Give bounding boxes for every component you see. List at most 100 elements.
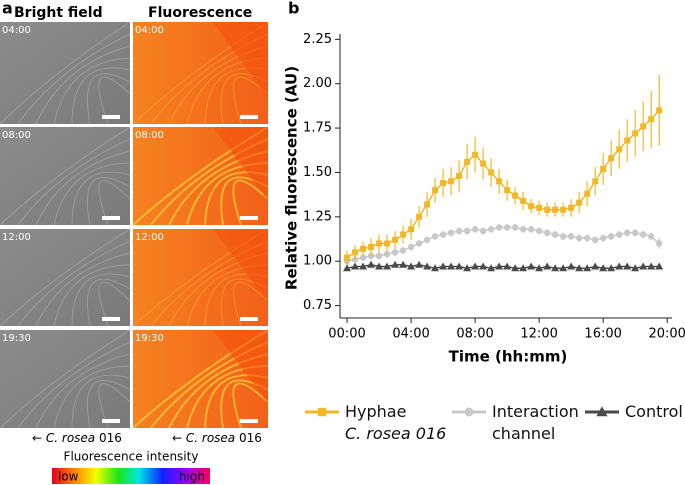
marker [416,213,423,220]
micrograph [0,127,130,225]
x-axis-label: Time (hh:mm) [449,348,568,366]
texture [86,380,131,429]
texture [71,273,131,327]
marker [376,240,383,247]
marker [528,203,535,210]
x-tick-label: 00:00 [328,327,365,342]
texture [71,171,131,226]
series-line [346,226,660,262]
marker [447,262,456,270]
legend-name: Interaction channel [492,402,579,443]
marker [624,137,631,144]
edge-region [213,22,268,99]
marker [496,178,503,185]
y-axis-label: Relative fluorescence (AU) [283,66,301,290]
marker [487,264,496,272]
marker [575,234,583,242]
marker [464,158,471,165]
texture [232,179,269,226]
marker [384,240,391,247]
marker [648,116,655,123]
marker [392,236,399,243]
timestamp: 08:00 [135,130,164,141]
marker [632,130,639,137]
marker [463,227,471,235]
marker [640,123,647,130]
texture [35,150,131,226]
caption: ← C. rosea 016 [172,431,262,445]
panel-label: b [288,0,299,18]
marker [519,264,528,272]
marker [656,107,663,114]
marker [527,226,535,233]
texture [53,264,131,327]
y-tick-label: 2.00 [303,76,332,91]
legend-label: Control [625,401,685,423]
marker [575,264,584,272]
marker [544,206,551,213]
scale-bar [102,419,120,423]
marker [408,226,415,233]
marker [615,262,624,270]
marker [647,233,655,240]
marker [616,146,623,153]
colorbar-low: low [58,470,79,484]
y-tick-label: 0.75 [303,298,332,313]
edge-region [213,127,268,201]
texture [71,67,131,125]
marker [495,262,504,270]
texture [0,21,131,125]
legend-name: Hyphae [345,402,407,421]
legend-label: Interaction channel [492,401,587,445]
marker [432,187,439,194]
x-tick-label: 12:00 [520,327,557,342]
marker [584,190,591,197]
texture [232,76,269,125]
marker [655,262,664,270]
marker [399,247,407,254]
texture [98,180,131,226]
marker [592,178,599,185]
marker [552,206,559,213]
marker [568,204,575,211]
series-line [346,109,660,259]
marker [520,197,527,204]
marker [471,262,480,270]
marker [472,151,479,158]
column-header: Bright field [14,5,103,21]
marker [415,260,424,268]
timestamp: 04:00 [2,25,31,36]
marker [536,204,543,211]
marker [639,262,648,270]
scale-bar [240,216,258,220]
marker [511,224,519,231]
scale-bar [102,115,120,119]
marker [423,262,432,270]
marker [439,231,447,238]
marker [551,231,559,238]
scale-bar [102,317,120,321]
marker [391,260,400,268]
marker [503,262,512,270]
texture [17,33,131,125]
marker [439,262,448,270]
texture [86,73,131,125]
texture [35,45,131,125]
marker [608,155,615,162]
y-tick-label: 1.50 [303,165,332,180]
marker [317,407,327,417]
marker [431,233,439,240]
marker [615,231,623,238]
marker [375,252,383,260]
texture [17,341,131,429]
edge-region [213,229,268,302]
marker [479,227,487,235]
marker [631,264,640,272]
scale-bar [240,317,258,321]
scale-bar [240,115,258,119]
texture [17,240,131,327]
marker [623,229,631,236]
marker [400,231,407,238]
marker [647,262,656,270]
marker [543,262,552,270]
